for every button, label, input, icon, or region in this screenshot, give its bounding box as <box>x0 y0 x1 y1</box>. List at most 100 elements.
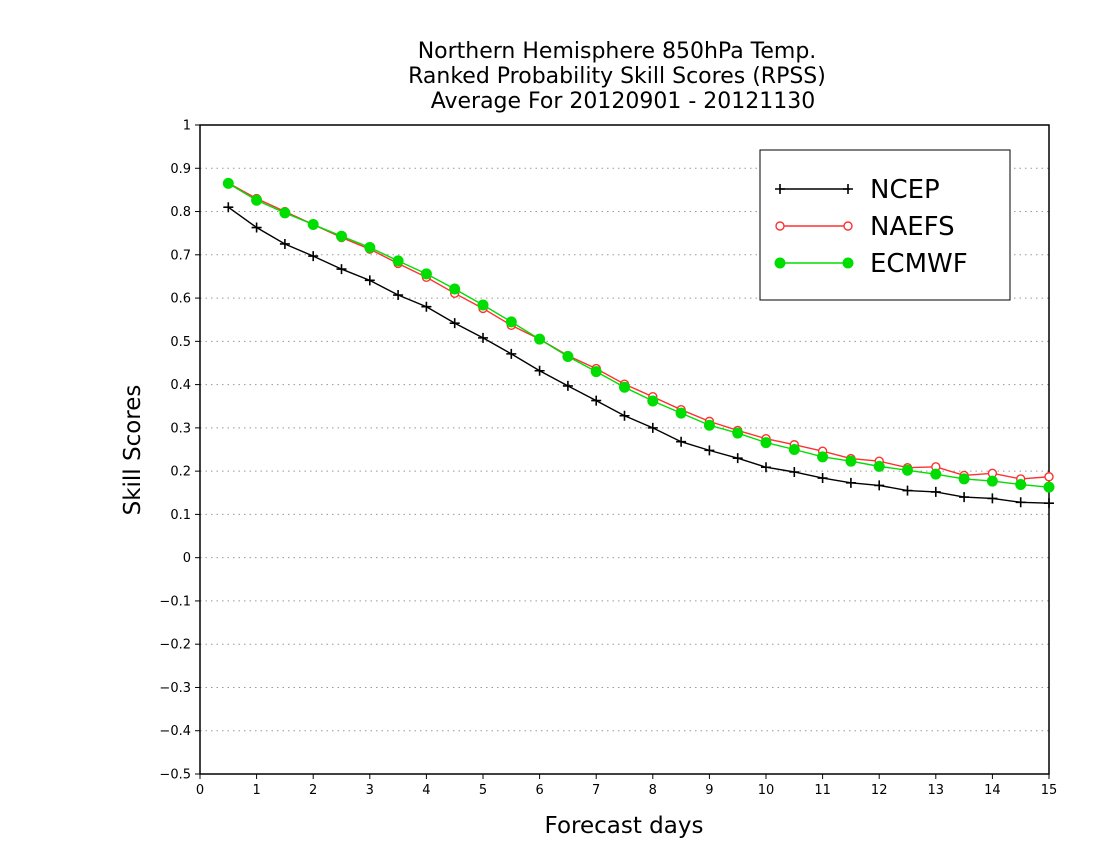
x-axis-label: Forecast days <box>545 813 704 839</box>
legend-marker-ncep <box>775 184 785 194</box>
ncep-point <box>449 318 460 329</box>
ecmwf-point <box>845 455 857 467</box>
legend-box <box>759 149 1011 301</box>
ecmwf-point <box>477 299 489 311</box>
x-tick-label: 13 <box>928 783 945 798</box>
ecmwf-point <box>279 207 291 219</box>
ecmwf-point <box>902 464 913 476</box>
legend-marker-naefs <box>843 221 853 231</box>
ncep-point <box>336 264 347 275</box>
ncep-point <box>959 492 970 503</box>
ncep-point <box>817 473 828 484</box>
ncep-point <box>308 251 319 262</box>
ncep-point <box>223 202 234 213</box>
ecmwf-point <box>505 316 517 328</box>
legend-label-naefs: NAEFS <box>870 212 955 242</box>
x-tick-label: 1 <box>252 783 260 798</box>
y-tick-label: 1 <box>183 119 191 134</box>
legend-marker-ecmwf <box>774 257 786 269</box>
x-tick-label: 9 <box>705 783 713 798</box>
y-tick-label: 0 <box>183 551 191 566</box>
ecmwf-point <box>958 473 970 485</box>
ecmwf-point <box>336 230 347 242</box>
ncep-point <box>761 462 771 473</box>
y-tick-label: 0.3 <box>170 421 191 436</box>
ecmwf-point <box>1043 481 1055 493</box>
legend-marker-ncep <box>843 184 853 194</box>
x-tick-label: 6 <box>535 783 543 798</box>
ecmwf-point <box>1015 479 1027 491</box>
title-line-3: Average For 20120901 - 20121130 <box>431 89 816 114</box>
ecmwf-point <box>590 366 602 378</box>
y-tick-label: 0.6 <box>170 292 191 307</box>
ncep-point <box>789 466 800 477</box>
ecmwf-point <box>873 460 885 472</box>
x-tick-label: 10 <box>758 783 775 798</box>
ecmwf-point <box>307 219 319 231</box>
y-tick-label: −0.5 <box>159 768 191 783</box>
ecmwf-point <box>986 475 998 487</box>
x-tick-label: 4 <box>422 783 430 798</box>
ncep-point <box>619 410 630 421</box>
y-tick-label: −0.1 <box>159 594 191 609</box>
ncep-point <box>1015 497 1026 508</box>
ncep-point <box>562 380 573 391</box>
ncep-point <box>364 275 375 286</box>
ecmwf-point <box>675 407 687 419</box>
ncep-point <box>647 422 658 433</box>
ncep-point <box>1044 498 1054 509</box>
y-tick-label: 0.4 <box>170 378 191 393</box>
x-tick-label: 8 <box>649 783 657 798</box>
ecmwf-point <box>562 350 574 362</box>
ncep-point <box>393 290 404 301</box>
ncep-point <box>421 301 432 312</box>
ecmwf-point <box>788 444 800 455</box>
ecmwf-point <box>703 419 715 431</box>
ncep-point <box>506 348 517 359</box>
y-tick-label: 0.5 <box>170 335 191 350</box>
ecmwf-point <box>392 255 404 267</box>
y-axis-ticks: −0.5 −0.4 −0.3 −0.2 −0.1 0 0.1 0.2 0.3 0.4 0.5 0.6 0… <box>159 119 200 783</box>
ncep-point <box>704 445 715 456</box>
ecmwf-point <box>364 241 376 253</box>
x-tick-label: 15 <box>1041 783 1058 798</box>
ecmwf-point <box>449 283 461 295</box>
x-tick-label: 12 <box>871 783 888 798</box>
x-tick-label: 14 <box>984 783 1001 798</box>
y-tick-label: 0.8 <box>170 205 191 220</box>
ecmwf-point <box>222 177 234 189</box>
legend-entries: NCEP NAEFS ECMWF <box>774 175 968 279</box>
ecmwf-point <box>534 333 546 345</box>
y-tick-label: 0.1 <box>170 508 191 523</box>
x-tick-label: 0 <box>196 783 204 798</box>
x-tick-label: 5 <box>479 783 487 798</box>
ncep-point <box>732 453 743 464</box>
y-tick-label: 0.2 <box>170 465 191 480</box>
ncep-point <box>676 436 687 447</box>
ncep-point <box>534 365 545 376</box>
y-axis-label: Skill Scores <box>120 385 146 516</box>
ecmwf-point <box>732 427 744 439</box>
title-line-1: Northern Hemisphere 850hPa Temp. <box>418 39 817 64</box>
ncep-point <box>591 395 602 406</box>
ecmwf-series <box>222 177 1055 493</box>
ncep-point <box>251 222 262 233</box>
title-line-2: Ranked Probability Skill Scores (RPSS) <box>408 64 826 89</box>
y-tick-label: −0.2 <box>159 638 191 653</box>
ncep-point <box>987 493 998 504</box>
legend: NCEP NAEFS ECMWF <box>759 149 1011 301</box>
y-tick-label: 0.7 <box>170 248 191 263</box>
ecmwf-point <box>817 451 829 463</box>
x-tick-label: 11 <box>814 783 831 798</box>
legend-label-ncep: NCEP <box>870 175 940 205</box>
gridlines <box>200 167 1049 732</box>
ncep-series <box>223 202 1054 509</box>
x-tick-label: 3 <box>366 783 374 798</box>
ecmwf-point <box>647 395 659 407</box>
y-tick-label: −0.4 <box>159 724 191 739</box>
y-tick-label: −0.3 <box>159 681 191 696</box>
ecmwf-point <box>251 194 263 206</box>
x-axis-ticks: 0 1 2 3 4 5 6 7 8 9 10 11 12 13 14 15 <box>196 774 1057 798</box>
series-lines <box>222 177 1055 509</box>
